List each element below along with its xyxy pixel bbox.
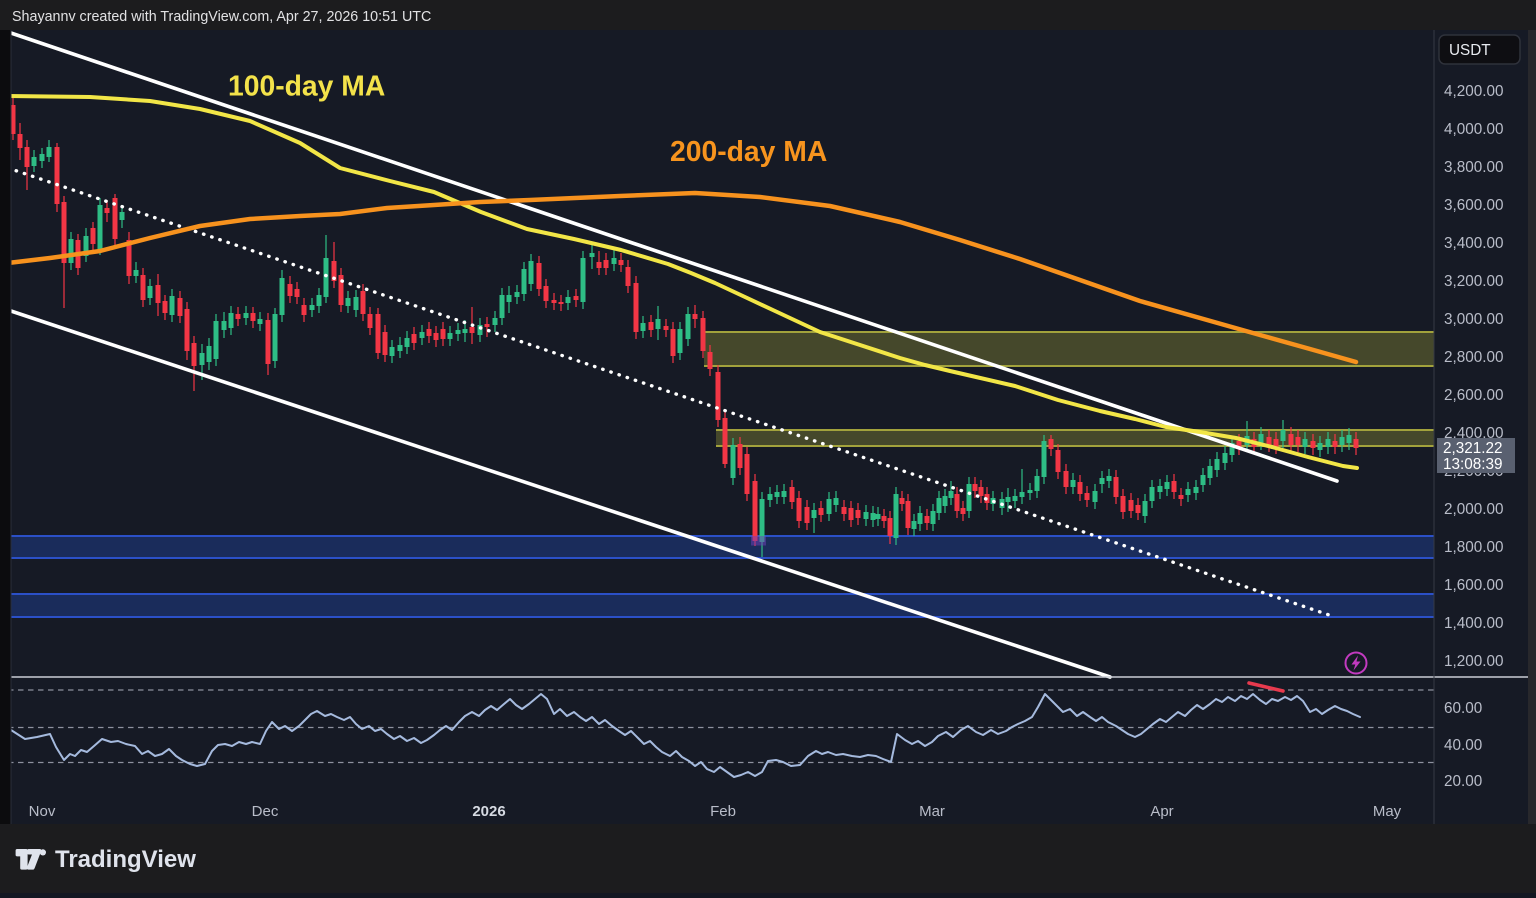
svg-text:1,400.00: 1,400.00 bbox=[1444, 615, 1504, 632]
svg-text:May: May bbox=[1373, 803, 1402, 820]
svg-text:2026: 2026 bbox=[472, 803, 505, 820]
svg-text:Feb: Feb bbox=[710, 803, 736, 820]
svg-text:2,800.00: 2,800.00 bbox=[1444, 349, 1504, 366]
svg-text:200-day MA: 200-day MA bbox=[670, 135, 827, 167]
svg-text:USDT: USDT bbox=[1449, 42, 1491, 59]
svg-text:Apr: Apr bbox=[1150, 803, 1173, 820]
svg-text:3,600.00: 3,600.00 bbox=[1444, 197, 1504, 214]
svg-text:3,000.00: 3,000.00 bbox=[1444, 311, 1504, 328]
svg-text:3,400.00: 3,400.00 bbox=[1444, 235, 1504, 252]
svg-text:2,600.00: 2,600.00 bbox=[1444, 387, 1504, 404]
svg-text:Nov: Nov bbox=[29, 803, 56, 820]
svg-text:1,800.00: 1,800.00 bbox=[1444, 539, 1504, 556]
svg-text:20.00: 20.00 bbox=[1444, 773, 1482, 790]
svg-text:3,800.00: 3,800.00 bbox=[1444, 159, 1504, 176]
svg-text:4,000.00: 4,000.00 bbox=[1444, 121, 1504, 138]
svg-text:Mar: Mar bbox=[919, 803, 945, 820]
svg-text:Dec: Dec bbox=[252, 803, 279, 820]
svg-text:3,200.00: 3,200.00 bbox=[1444, 273, 1504, 290]
svg-text:2,000.00: 2,000.00 bbox=[1444, 501, 1504, 518]
svg-text:2,321.22: 2,321.22 bbox=[1443, 440, 1503, 457]
svg-text:2,400.00: 2,400.00 bbox=[1444, 425, 1504, 442]
svg-text:60.00: 60.00 bbox=[1444, 700, 1482, 717]
svg-text:Shayannv created with TradingV: Shayannv created with TradingView.com, A… bbox=[12, 9, 431, 25]
svg-text:TradingView: TradingView bbox=[55, 846, 196, 873]
svg-text:4,200.00: 4,200.00 bbox=[1444, 83, 1504, 100]
svg-text:1,600.00: 1,600.00 bbox=[1444, 577, 1504, 594]
svg-text:13:08:39: 13:08:39 bbox=[1443, 456, 1503, 473]
svg-text:1,200.00: 1,200.00 bbox=[1444, 653, 1504, 670]
svg-text:100-day MA: 100-day MA bbox=[228, 70, 385, 102]
svg-text:40.00: 40.00 bbox=[1444, 737, 1482, 754]
